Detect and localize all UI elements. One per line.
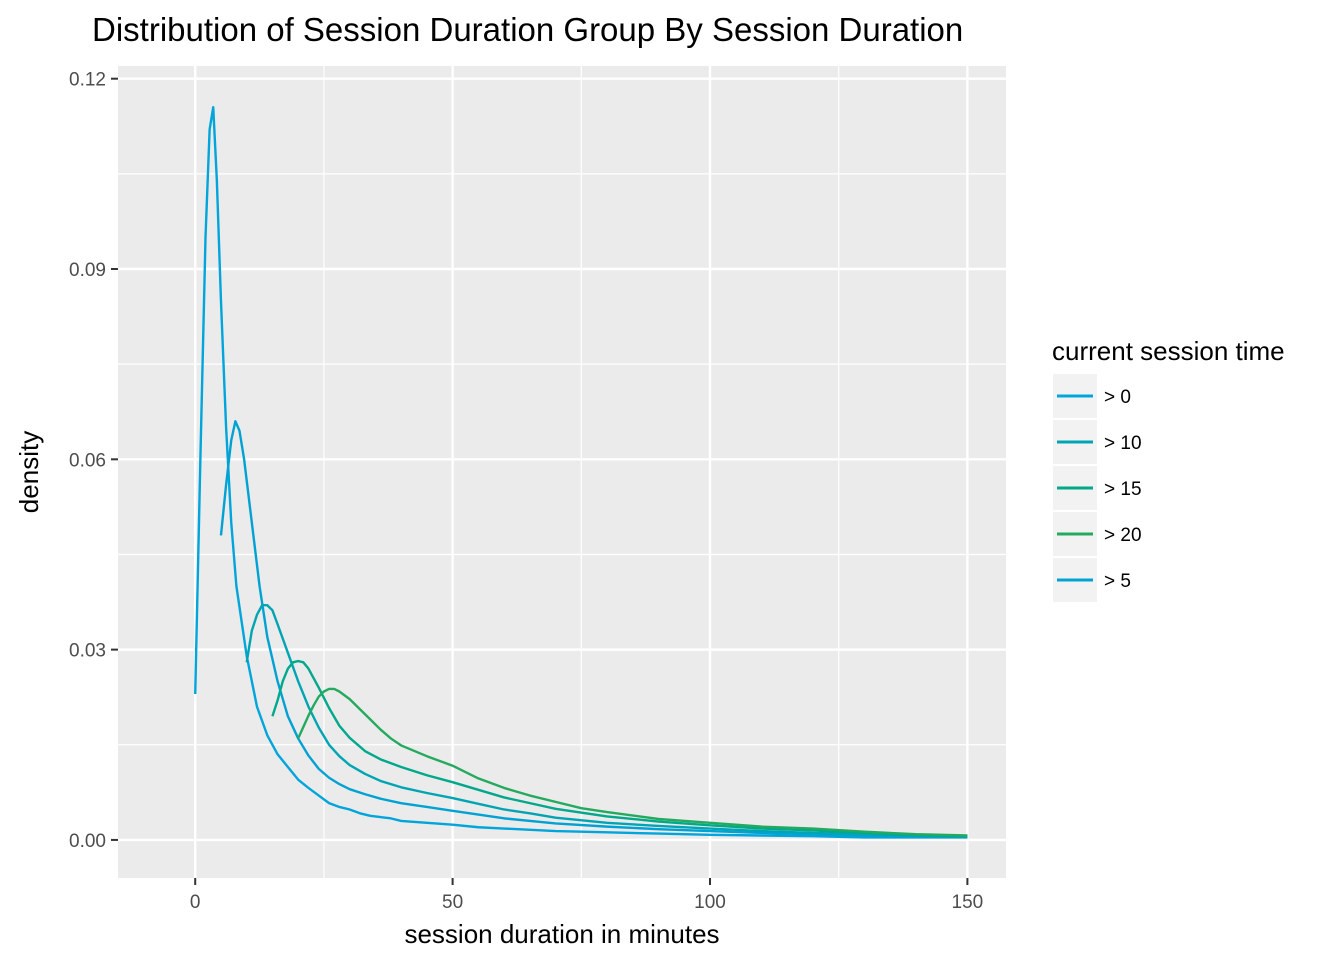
legend-label: > 0 [1104,387,1131,408]
plot-panel [118,66,1006,878]
x-tick-label: 100 [694,892,726,913]
legend-item: > 20 [1053,512,1142,556]
legend: current session time > 0 > 10 > 15 > 20 > 5 [1052,336,1285,602]
legend-item: > 10 [1053,420,1142,464]
major-gridlines [118,66,1006,878]
legend-item: > 0 [1053,374,1131,418]
y-tick-label: 0.06 [69,450,106,471]
y-tick-label: 0.12 [69,70,106,91]
x-tick-label: 0 [190,892,201,913]
series-line [194,106,968,839]
series-line [271,659,968,838]
legend-label: > 10 [1104,433,1142,454]
y-tick-label: 0.09 [69,260,106,281]
minor-gridlines [118,66,1006,878]
x-tick-label: 50 [442,892,463,913]
series-line [219,420,968,838]
series-lines [194,106,968,839]
y-axis-title: density [14,431,44,513]
chart-title: Distribution of Session Duration Group B… [92,11,963,48]
legend-label: > 20 [1104,525,1142,546]
x-tick-label: 150 [952,892,984,913]
y-tick-label: 0.03 [69,641,106,662]
legend-item: > 5 [1053,558,1131,602]
legend-item: > 15 [1053,466,1142,510]
legend-label: > 15 [1104,479,1142,500]
axes: 0 50 100 150 0.00 0.03 0.06 0.09 0.12 [69,70,983,913]
series-line [297,687,968,837]
legend-title: current session time [1052,336,1285,366]
y-tick-label: 0.00 [69,831,106,852]
series-line [245,604,968,838]
x-axis-title: session duration in minutes [404,919,719,949]
legend-label: > 5 [1104,571,1131,592]
